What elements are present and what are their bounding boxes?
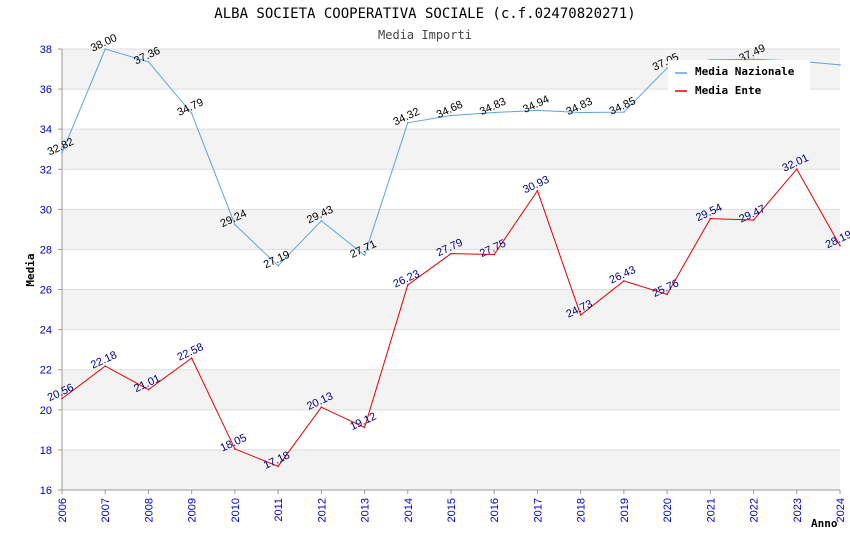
- data-point: [666, 293, 668, 296]
- x-tick-label: 2023: [792, 498, 804, 522]
- data-point: [536, 189, 539, 192]
- data-point: [234, 223, 236, 226]
- plot-band: [62, 129, 840, 170]
- y-tick-label: 20: [40, 405, 52, 417]
- legend-label-nazionale: Media Nazionale: [695, 65, 795, 78]
- x-tick-label: 2014: [403, 498, 415, 522]
- data-point: [709, 217, 712, 220]
- x-tick-label: 2020: [662, 498, 674, 522]
- x-axis-ticks: 2006 2007 2008 2009 2010 2011 2012 2013 2014 2015…: [57, 490, 847, 522]
- series-layer: [61, 48, 841, 468]
- y-tick-label: 28: [40, 244, 52, 256]
- y-tick-label: 34: [40, 124, 52, 136]
- data-point: [320, 219, 323, 222]
- y-tick-label: 32: [40, 164, 52, 176]
- data-point: [493, 111, 496, 114]
- chart-title: ALBA SOCIETA COOPERATIVA SOCIALE (c.f.02…: [214, 6, 635, 22]
- y-tick-label: 38: [40, 44, 52, 56]
- x-tick-label: 2021: [705, 498, 717, 522]
- y-tick-label: 36: [40, 84, 52, 96]
- y-axis-ticks: 16 18 20 22 24 26 28 30 32 34 36 38: [40, 44, 62, 497]
- data-point: [450, 114, 452, 117]
- plot-band: [62, 369, 840, 410]
- data-point: [104, 48, 107, 50]
- x-tick-label: 2018: [576, 498, 588, 522]
- x-axis-label: Anno: [811, 517, 838, 530]
- data-point: [839, 64, 841, 66]
- data-point: [234, 448, 236, 450]
- data-point: [839, 244, 841, 247]
- data-point: [579, 314, 582, 316]
- data-point: [752, 58, 755, 61]
- data-point: [363, 254, 366, 257]
- x-tick-label: 2017: [532, 498, 544, 522]
- x-tick-label: 2013: [360, 498, 372, 522]
- data-point: [666, 67, 668, 69]
- x-tick-label: 2011: [273, 498, 285, 522]
- plot-band: [62, 449, 840, 490]
- data-point: [363, 426, 366, 429]
- x-tick-label: 2016: [489, 498, 501, 522]
- data-point: [406, 284, 409, 286]
- data-point: [104, 365, 107, 367]
- y-tick-label: 30: [40, 204, 52, 216]
- plot-band: [62, 409, 840, 450]
- data-point: [752, 219, 755, 221]
- plot-band: [62, 209, 840, 250]
- plot-band: [62, 329, 840, 370]
- data-point: [320, 406, 323, 409]
- x-tick-label: 2022: [749, 498, 761, 522]
- data-point: [623, 111, 625, 113]
- legend: Media Nazionale Media Ente: [668, 60, 810, 100]
- data-point: [623, 280, 625, 282]
- y-axis-label: Media: [24, 253, 37, 286]
- x-tick-label: 2008: [143, 498, 155, 522]
- x-tick-label: 2015: [446, 498, 458, 522]
- data-point: [493, 253, 496, 256]
- y-tick-label: 22: [40, 365, 52, 377]
- data-point: [406, 121, 409, 124]
- data-point: [61, 152, 63, 154]
- y-tick-label: 24: [40, 325, 52, 337]
- y-tick-label: 26: [40, 285, 52, 297]
- y-tick-label: 18: [40, 445, 52, 457]
- data-point: [536, 109, 539, 112]
- data-point: [277, 264, 279, 267]
- x-tick-label: 2009: [187, 498, 199, 522]
- legend-box: [668, 60, 810, 100]
- x-tick-label: 2006: [57, 498, 69, 522]
- data-point: [190, 357, 193, 359]
- data-point: [61, 397, 63, 400]
- plot-band: [62, 289, 840, 330]
- plot-bands: [62, 49, 840, 490]
- legend-label-ente: Media Ente: [695, 84, 762, 97]
- data-point: [190, 112, 193, 115]
- plot-band: [62, 169, 840, 210]
- x-tick-label: 2010: [230, 498, 242, 522]
- data-point: [795, 168, 798, 170]
- x-tick-label: 2024: [835, 498, 847, 522]
- y-tick-label: 16: [40, 485, 52, 497]
- data-point: [277, 465, 279, 468]
- x-tick-label: 2007: [100, 498, 112, 522]
- x-tick-label: 2012: [316, 498, 328, 522]
- data-point: [450, 252, 452, 255]
- chart-subtitle: Media Importi: [378, 28, 472, 42]
- data-point: [579, 111, 582, 114]
- data-point: [147, 61, 150, 63]
- plot-band: [62, 249, 840, 290]
- x-tick-label: 2019: [619, 498, 631, 522]
- data-point: [147, 388, 150, 391]
